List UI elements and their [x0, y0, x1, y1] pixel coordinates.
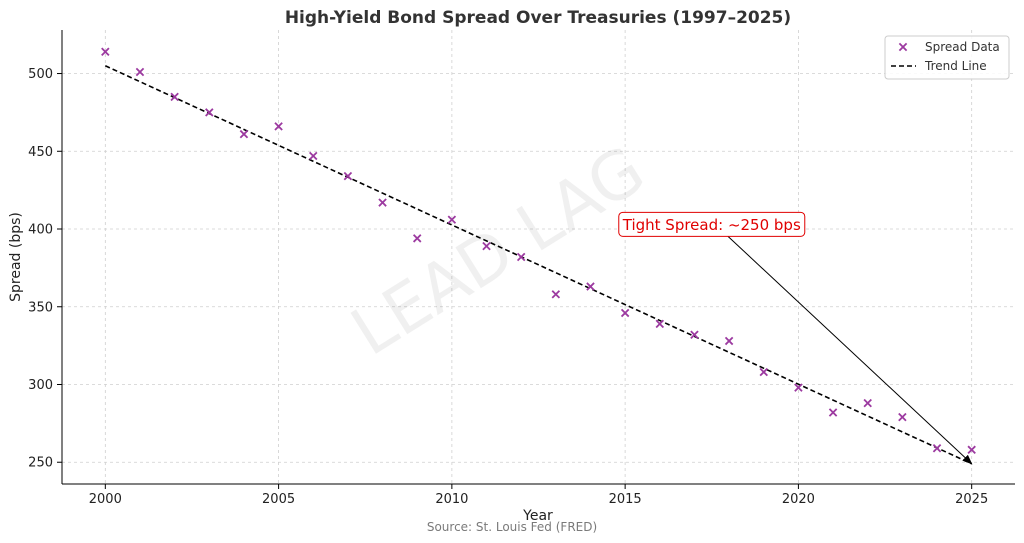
scatter-point — [932, 444, 942, 453]
scatter-point — [274, 122, 283, 131]
scatter-point — [205, 108, 214, 117]
scatter-point — [516, 252, 526, 262]
scatter-point — [412, 234, 422, 243]
scatter-points-layer — [101, 47, 976, 455]
y-tick-label: 350 — [28, 300, 53, 315]
scatter-point — [551, 290, 561, 299]
scatter-point — [101, 47, 110, 57]
scatter-point — [794, 383, 803, 392]
x-tick-label: 2005 — [262, 492, 295, 507]
scatter-point — [135, 67, 145, 77]
y-axis-label: Spread (bps) — [8, 212, 24, 302]
scatter-point — [759, 367, 768, 377]
scatter-point — [447, 215, 457, 224]
annotation-text: Tight Spread: ~250 bps — [622, 216, 801, 234]
scatter-point — [482, 241, 491, 251]
scatter-point — [690, 330, 699, 339]
legend-label-spread-data: Spread Data — [925, 40, 1000, 54]
scatter-point — [586, 282, 595, 291]
y-tick-label: 450 — [28, 145, 53, 160]
scatter-point — [724, 336, 734, 346]
x-gridlines — [104, 30, 973, 484]
legend-box — [884, 35, 1010, 80]
trend-line — [104, 65, 973, 465]
source-note: Source: St. Louis Fed (FRED) — [427, 520, 597, 534]
y-ticks: 250 300 350 400 450 500 — [28, 67, 62, 471]
scatter-point — [655, 319, 665, 329]
legend-marker-spread-data — [898, 42, 908, 52]
axes — [61, 30, 1015, 485]
x-tick-label: 2000 — [89, 492, 122, 507]
y-tick-label: 500 — [28, 67, 53, 82]
y-tick-label: 300 — [28, 378, 53, 393]
scatter-point — [239, 129, 249, 139]
x-tick-label: 2020 — [782, 492, 815, 507]
scatter-point — [898, 412, 907, 422]
scatter-point — [170, 92, 179, 102]
y-gridlines — [62, 73, 1015, 463]
chart-title: High-Yield Bond Spread Over Treasuries (… — [285, 8, 791, 28]
scatter-point — [620, 308, 630, 318]
x-tick-label: 2015 — [609, 492, 642, 507]
x-tick-label: 2025 — [955, 492, 988, 507]
y-tick-label: 250 — [28, 456, 53, 471]
scatter-point — [309, 151, 318, 161]
scatter-point — [378, 198, 387, 207]
watermark: LEAD LAG — [338, 131, 658, 371]
y-tick-label: 400 — [28, 223, 53, 238]
legend-x-marker — [898, 42, 908, 52]
scatter-point — [967, 445, 976, 455]
legend: Spread Data Trend Line — [884, 35, 1010, 80]
scatter-point — [863, 398, 872, 408]
x-tick-label: 2010 — [435, 492, 468, 507]
scatter-point — [343, 171, 353, 181]
trend-line-layer — [104, 65, 973, 465]
annotation-box — [618, 211, 806, 237]
scatter-point — [828, 408, 838, 417]
x-axis-label: Year — [522, 508, 553, 524]
annotation: Tight Spread: ~250 bps — [618, 211, 973, 465]
legend-label-trend-line: Trend Line — [924, 59, 987, 73]
annotation-arrow — [727, 235, 973, 465]
x-ticks: 2000 2005 2010 2015 2020 2025 — [89, 484, 988, 507]
